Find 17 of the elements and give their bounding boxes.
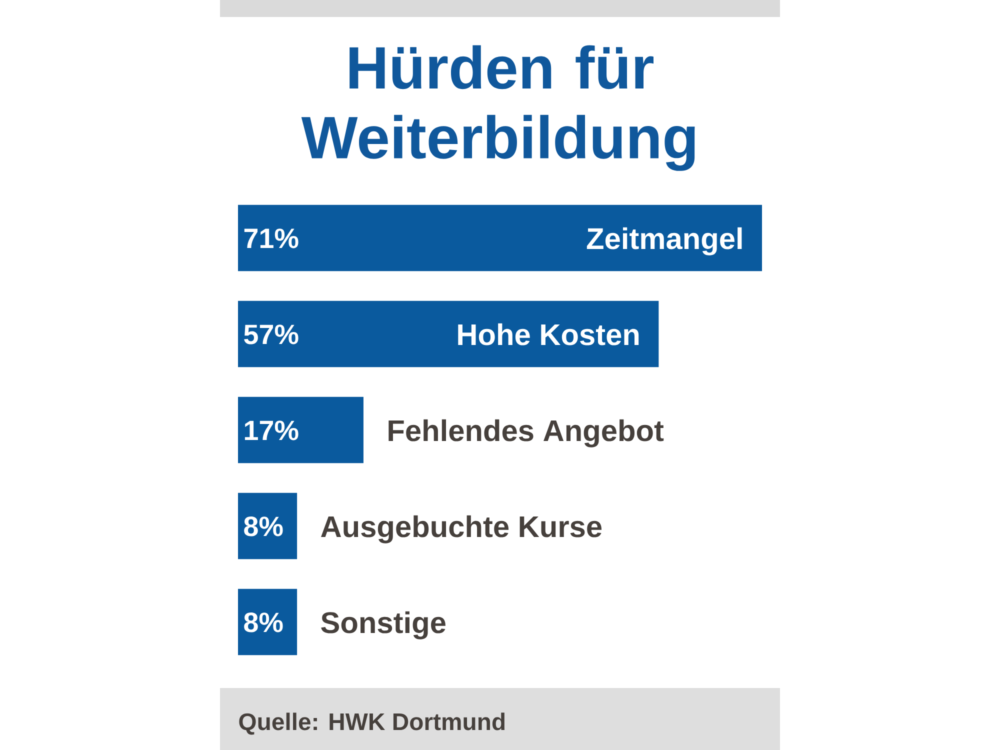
y-tick-label: Zeitmangel bbox=[586, 227, 742, 256]
data-label: 57% bbox=[244, 324, 298, 344]
y-tick-label: Hohe Kosten bbox=[458, 323, 639, 346]
data-label: 8% bbox=[244, 612, 283, 632]
bar bbox=[238, 588, 298, 656]
bar bbox=[238, 204, 762, 272]
y-tick-label: Sonstige bbox=[321, 611, 446, 640]
chart-title: Hürden für Weiterbildung bbox=[301, 45, 695, 171]
data-label: 17% bbox=[244, 420, 298, 440]
bar bbox=[238, 492, 298, 560]
bar bbox=[238, 396, 364, 464]
y-tick-label: Ausgebuchte Kurse bbox=[320, 515, 602, 544]
bar bbox=[238, 300, 659, 368]
y-tick-label: Fehlendes Angebot bbox=[388, 419, 664, 448]
data-label: 8% bbox=[244, 516, 283, 536]
source-note: Quelle: HWK Dortmund bbox=[239, 712, 504, 735]
data-label: 71% bbox=[244, 228, 298, 248]
